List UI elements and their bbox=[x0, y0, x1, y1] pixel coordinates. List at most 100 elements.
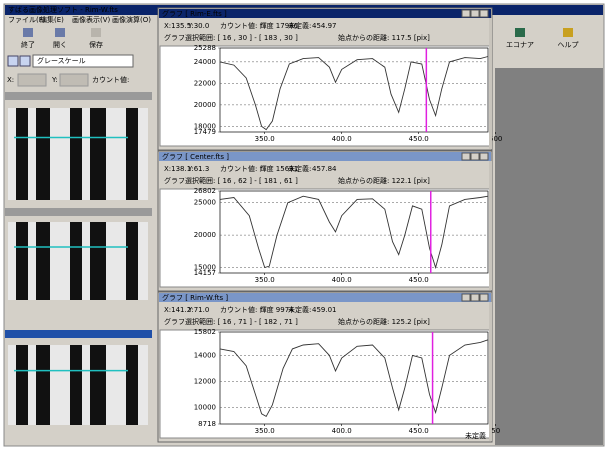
toolbar-label: 終了 bbox=[21, 40, 35, 49]
graph-title: グラフ [ Rim-W.fts ] bbox=[162, 293, 228, 302]
image-stripe bbox=[16, 108, 28, 200]
panel-header bbox=[5, 208, 152, 216]
image-stripe bbox=[36, 108, 50, 200]
screen: すばる画像処理ソフト - Rim-W.ftsファイル(F)編集(E)画像表示(V… bbox=[0, 0, 610, 464]
x-tick-label: 50 bbox=[491, 427, 500, 435]
maximize-button[interactable] bbox=[471, 153, 479, 160]
minimize-button[interactable] bbox=[462, 294, 470, 301]
image-stripe bbox=[70, 108, 82, 200]
image-stripe bbox=[126, 222, 138, 300]
image-stripe bbox=[126, 108, 138, 200]
selection-range: グラフ選択範囲: [ 16 , 62 ] - [ 181 , 61 ] bbox=[164, 176, 298, 185]
y-tick-label: 22000 bbox=[194, 79, 216, 87]
x-tick-label: 350.0 bbox=[255, 276, 275, 284]
image-stripe bbox=[126, 345, 138, 425]
toolbar-label: エコナア bbox=[506, 41, 534, 49]
status-field bbox=[18, 74, 46, 86]
y-tick-label: 25000 bbox=[194, 199, 216, 207]
minimize-button[interactable] bbox=[462, 153, 470, 160]
zoom-out[interactable] bbox=[20, 56, 30, 66]
image-stripe bbox=[90, 108, 106, 200]
undefined-label: 未定義: bbox=[288, 21, 311, 30]
toolbar-label: 保存 bbox=[89, 40, 103, 49]
toolbar-icon[interactable] bbox=[23, 28, 33, 37]
y-tick-label: 18000 bbox=[194, 122, 216, 130]
undefined-label: 未定義: bbox=[288, 305, 311, 314]
y-tick-label: 10000 bbox=[194, 403, 216, 411]
menu-item: 編集(E) bbox=[40, 15, 64, 24]
x-tick-label: 350.0 bbox=[255, 135, 275, 143]
y-tick-label: 8718 bbox=[198, 420, 216, 428]
panel-header bbox=[5, 330, 152, 338]
close-button[interactable] bbox=[480, 10, 488, 17]
y-tick-label: 20000 bbox=[194, 101, 216, 109]
y-tick-label: 12000 bbox=[194, 377, 216, 385]
image-stripe bbox=[16, 222, 28, 300]
scrollbar bbox=[489, 302, 492, 441]
menu-item: 画像演算(O) bbox=[112, 15, 151, 24]
undefined-label: 未定義: bbox=[288, 164, 311, 173]
toolbar-label: 開く bbox=[53, 41, 67, 49]
x-tick-label: 450.0 bbox=[409, 427, 429, 435]
y-tick-label: 20000 bbox=[194, 231, 216, 239]
scrollbar bbox=[489, 161, 492, 290]
image-stripe bbox=[36, 345, 50, 425]
workspace bbox=[495, 68, 603, 445]
toolbar-icon[interactable] bbox=[55, 28, 65, 37]
distance: 始点からの距離: 122.1 [pix] bbox=[338, 176, 430, 185]
status-field bbox=[60, 74, 88, 86]
window-title: すばる画像処理ソフト - Rim-W.fts bbox=[8, 5, 118, 14]
x-axis-label: 未定義 bbox=[465, 431, 486, 440]
count-value: カウント値: 輝度 17986 bbox=[220, 21, 299, 30]
distance: 始点からの距離: 125.2 [pix] bbox=[338, 317, 430, 326]
toolbar-icon[interactable] bbox=[515, 28, 525, 37]
y-tick-label: 15802 bbox=[194, 328, 216, 336]
graph-title: グラフ [ Rim-E.fts ] bbox=[162, 9, 227, 18]
close-button[interactable] bbox=[480, 294, 488, 301]
toolbar-label: ヘルプ bbox=[558, 41, 579, 49]
zoom-in[interactable] bbox=[8, 56, 18, 66]
menu-item: 画像表示(V) bbox=[72, 15, 111, 24]
selection-range: グラフ選択範囲: [ 16 , 30 ] - [ 183 , 30 ] bbox=[164, 33, 298, 42]
distance: 始点からの距離: 117.5 [pix] bbox=[338, 33, 430, 42]
count-value: カウント値: 輝度 9974 bbox=[220, 305, 294, 314]
y-tick-label: 26802 bbox=[194, 187, 216, 195]
count-value: カウント値: 輝度 15691 bbox=[220, 164, 298, 173]
undefined-value: 454.97 bbox=[312, 22, 337, 30]
cursor-y: Y:61.3 bbox=[187, 165, 209, 173]
status-label: Y: bbox=[51, 76, 58, 84]
image-stripe bbox=[36, 222, 50, 300]
image-stripe bbox=[70, 222, 82, 300]
graph-title: グラフ [ Center.fts ] bbox=[162, 152, 229, 161]
image-stripe bbox=[70, 345, 82, 425]
x-tick-label: 400.0 bbox=[332, 427, 352, 435]
scrollbar bbox=[489, 18, 492, 149]
y-tick-label: 24000 bbox=[194, 58, 216, 66]
toolbar-icon[interactable] bbox=[563, 28, 573, 37]
x-tick-label: 350.0 bbox=[255, 427, 275, 435]
minimize-button[interactable] bbox=[462, 10, 470, 17]
x-tick-label: 400.0 bbox=[332, 135, 352, 143]
selection-range: グラフ選択範囲: [ 16 , 71 ] - [ 182 , 71 ] bbox=[164, 317, 298, 326]
x-tick-label: 450.0 bbox=[409, 276, 429, 284]
toolbar-icon[interactable] bbox=[91, 28, 101, 37]
y-tick-label: 15000 bbox=[194, 264, 216, 272]
close-button[interactable] bbox=[480, 153, 488, 160]
x-tick-label: 400.0 bbox=[332, 276, 352, 284]
colormap-value: グレースケール bbox=[37, 56, 86, 65]
status-label: X: bbox=[7, 76, 14, 84]
status-label: カウント値: bbox=[92, 75, 129, 84]
image-stripe bbox=[16, 345, 28, 425]
image-stripe bbox=[90, 345, 106, 425]
y-tick-label: 25288 bbox=[194, 44, 216, 52]
y-tick-label: 14000 bbox=[194, 351, 216, 359]
undefined-value: 457.84 bbox=[312, 165, 337, 173]
image-stripe bbox=[90, 222, 106, 300]
panel-header bbox=[5, 92, 152, 100]
maximize-button[interactable] bbox=[471, 294, 479, 301]
maximize-button[interactable] bbox=[471, 10, 479, 17]
cursor-y: Y:71.0 bbox=[187, 306, 209, 314]
x-tick-label: 450.0 bbox=[409, 135, 429, 143]
cursor-y: Y:30.0 bbox=[187, 22, 209, 30]
undefined-value: 459.01 bbox=[312, 306, 337, 314]
